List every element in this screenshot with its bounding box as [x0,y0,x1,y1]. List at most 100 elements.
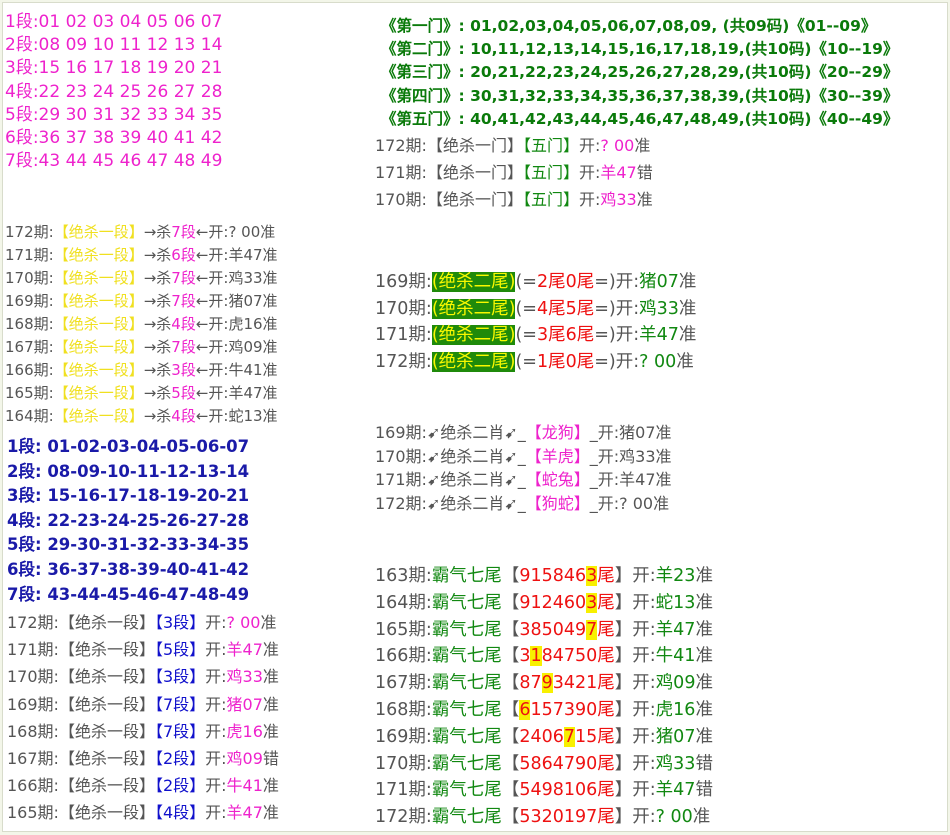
result: 牛41 [226,776,263,796]
pick: 【7段】 [154,721,206,741]
kill-door-list: 172期:【绝杀一门】【五门】开:? 00准 171期:【绝杀一门】【五门】开:羊… [375,132,653,213]
door-text: 《第三门》: 20,21,22,23,24,25,26,27,28,29,(共1… [381,63,899,82]
label: 【绝杀一段】 [58,721,155,741]
result: 牛41 [655,646,696,667]
period: 171期: [375,325,432,345]
period: 169期: [375,272,432,292]
open-label: 开: [632,807,656,828]
segment-text: 3段:15 16 17 18 19 20 21 [5,58,223,79]
kill-tail-list: 169期:(绝杀二尾)(=2尾0尾=)开:猪07准 170期:(绝杀二尾)(=4尾… [375,269,696,375]
digits-pre: 915846 [519,566,587,586]
segment-row: 5段:29 30 31 32 33 34 35 [5,104,222,127]
open-label: 开: [205,694,227,714]
door-row: 《第二门》: 10,11,12,13,14,15,16,17,18,19,(共1… [381,38,898,61]
segment-text: 6段:36 37 38 39 40 41 42 [5,127,223,148]
digits-post: 84750尾 [541,646,615,667]
pick: 【五门】 [522,163,579,182]
pick: 【2段】 [154,776,206,796]
bracket-close: 】 [614,592,633,613]
door-text: 《第五门》: 40,41,42,43,44,45,46,47,48,49,(共1… [381,109,899,128]
seg: 6段 [171,246,196,264]
label: 【绝杀一段】 [53,361,144,379]
seven-tails-row: 164期:霸气七尾【9124603尾】开:蛇13准 [375,590,713,617]
pick: 【五门】 [522,190,579,209]
arrow: →杀 [143,407,172,425]
seg: 3段 [171,361,196,379]
post: =)开: [594,272,640,292]
pick: 【2段】 [154,748,206,768]
digits-pre: 2406 [519,726,564,747]
label: 【绝杀一段】 [58,694,155,714]
kill-segment-row: 171期:【绝杀一段】【5段】开:羊47准 [7,636,279,663]
period: 170期: [375,753,432,774]
label: 霸气七尾 [431,807,502,828]
label: (绝杀二尾) [431,325,516,345]
result: 猪07 [639,272,679,292]
kill-segment-arrow-row: 168期:【绝杀一段】→杀4段←开:虎16准 [5,313,278,336]
result: 羊47 [226,803,263,823]
door-row: 《第五门》: 40,41,42,43,44,45,46,47,48,49,(共1… [381,108,898,131]
seven-tails-row: 170期:霸气七尾【5864790尾】开:鸡33错 [375,751,713,778]
kill-zodiac-list: 169期:➹绝杀二肖➹_【龙狗】_开:猪07准 170期:➹绝杀二肖➹_【羊虎】_… [375,421,672,515]
result: 鸡09 [655,673,696,694]
seg: 7段 [171,269,196,287]
bracket-open: 【 [501,592,520,613]
label: 霸气七尾 [431,780,502,801]
bracket-open: 【 [501,619,520,640]
digits-post: 15尾 [575,726,615,747]
verdict: 错 [695,780,713,801]
segment-bold-row: 2段: 08-09-10-11-12-13-14 [7,460,249,485]
kill-segment-row: 172期:【绝杀一段】【3段】开:? 00准 [7,609,279,636]
period: 167期: [375,673,432,694]
kill-segment-arrow-row: 169期:【绝杀一段】→杀7段←开:猪07准 [5,290,278,313]
kill-zodiac-row: 170期:➹绝杀二肖➹_【羊虎】_开:鸡33准 [375,445,672,469]
pick: 4尾5尾 [536,298,595,319]
kill-door-row: 171期:【绝杀一门】【五门】开:羊47错 [375,159,653,186]
verdict: 错 [636,163,653,182]
open-label: 开: [205,640,227,660]
tail: ←开:? 00准 [195,223,276,241]
arrow: →杀 [143,384,172,402]
seg: 5段 [171,384,196,402]
pick: 【5段】 [154,640,206,660]
seg: 7段 [171,292,196,310]
period: 172期: [375,351,432,372]
segment-bold-text: 5段: 29-30-31-32-33-34-35 [7,535,250,555]
result: 鸡33 [639,298,679,319]
verdict: 错 [262,748,279,768]
label: 【绝杀一段】 [58,748,155,768]
result: 羊47 [600,163,637,182]
open-label: 开: [632,566,656,586]
segment-text: 7段:43 44 45 46 47 48 49 [5,151,223,172]
period: 166期: [5,361,54,379]
period: 169期: [7,694,59,714]
seg: 7段 [171,223,196,241]
pre: (= [515,298,537,319]
period: 170期: [375,446,427,466]
seven-tails-row: 163期:霸气七尾【9158463尾】开:羊23准 [375,563,713,590]
label: 霸气七尾 [431,699,502,720]
period: 170期: [375,298,432,319]
label: 霸气七尾 [431,566,502,586]
post: =)开: [594,298,640,319]
period: 170期: [5,269,54,287]
period: 165期: [5,384,54,402]
kill-segment-arrow-row: 164期:【绝杀一段】→杀4段←开:蛇13准 [5,405,278,428]
digits-pre: 912460 [519,592,587,613]
period: 169期: [375,423,427,442]
kill-tail-row: 169期:(绝杀二尾)(=2尾0尾=)开:猪07准 [375,269,696,296]
kill-door-row: 170期:【绝杀一门】【五门】开:鸡33准 [375,186,653,213]
bracket-open: 【 [501,699,520,720]
pick: 2尾0尾 [536,272,595,292]
label: 【绝杀一段】 [53,269,144,287]
pick: 【3段】 [154,667,206,687]
result: 羊47 [655,619,696,640]
segment-text: 4段:22 23 24 25 26 27 28 [5,81,223,102]
segment-text: 1段:01 02 03 04 05 06 07 [5,12,223,32]
period: 168期: [5,315,54,333]
segment-bold-text: 4段: 22-23-24-25-26-27-28 [7,510,250,530]
digits-post: 157390尾 [530,699,615,720]
kill-segment-list: 172期:【绝杀一段】【3段】开:? 00准 171期:【绝杀一段】【5段】开:羊… [7,609,279,827]
pre: (= [515,351,537,372]
